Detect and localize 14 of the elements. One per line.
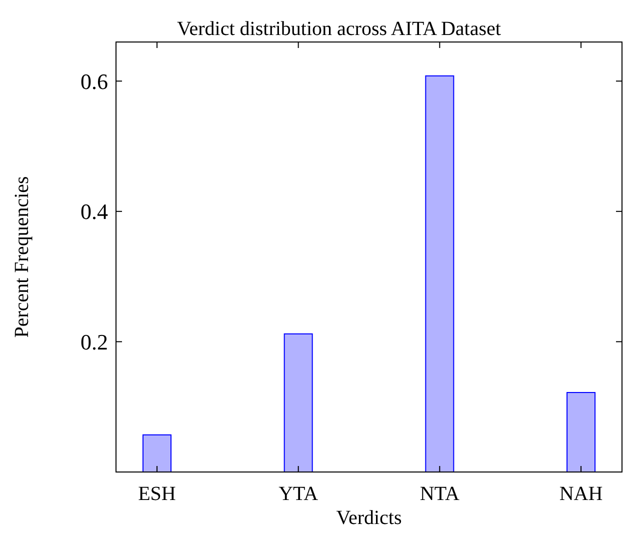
bar: [566, 392, 596, 472]
bar: [142, 434, 172, 472]
bar: [425, 75, 454, 472]
y-tick-label: 0.4: [80, 199, 108, 224]
x-tick-label: YTA: [278, 483, 319, 505]
bar: [284, 333, 313, 472]
x-tick-label: NTA: [420, 483, 460, 505]
y-tick-label: 0.2: [80, 329, 108, 354]
x-axis-title: Verdicts: [336, 507, 402, 529]
y-axis-title: Percent Frequencies: [11, 176, 33, 338]
x-tick-label: NAH: [559, 483, 603, 505]
x-tick-label: ESH: [138, 483, 176, 505]
y-tick-label: 0.6: [80, 68, 108, 94]
chart-title: Verdict distribution across AITA Dataset: [177, 18, 502, 40]
